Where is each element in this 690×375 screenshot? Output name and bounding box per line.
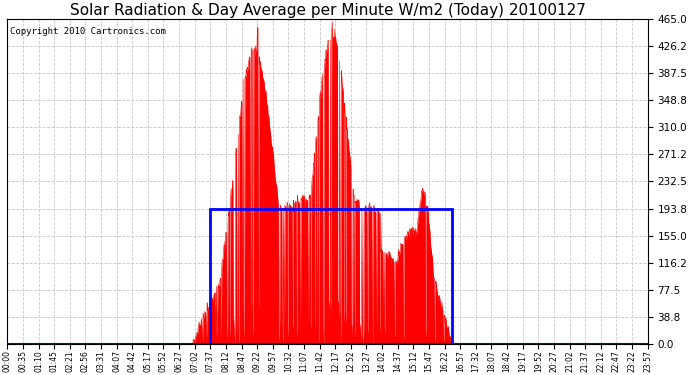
Bar — [210, 209, 452, 344]
Title: Solar Radiation & Day Average per Minute W/m2 (Today) 20100127: Solar Radiation & Day Average per Minute… — [70, 3, 585, 18]
Text: Copyright 2010 Cartronics.com: Copyright 2010 Cartronics.com — [10, 27, 166, 36]
